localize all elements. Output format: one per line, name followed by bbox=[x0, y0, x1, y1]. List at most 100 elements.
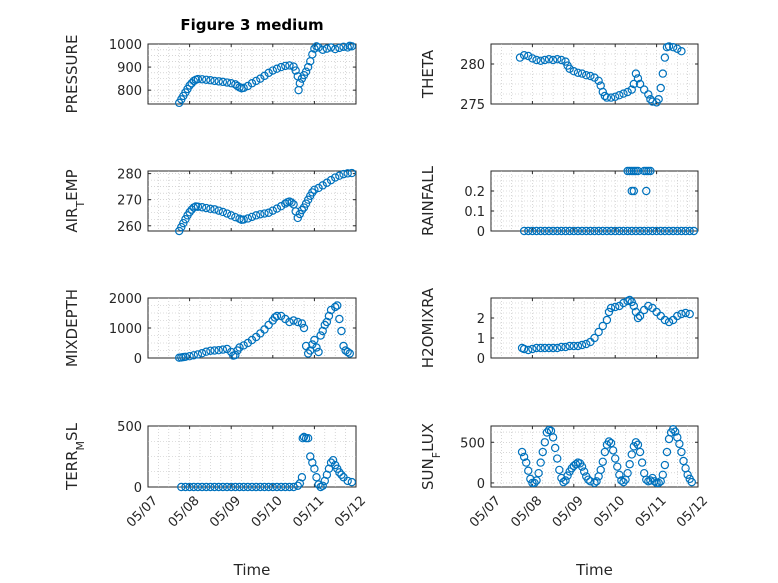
data-point bbox=[623, 226, 632, 236]
data-point bbox=[202, 347, 211, 356]
data-point bbox=[536, 343, 545, 353]
data-point bbox=[598, 226, 607, 236]
data-point bbox=[185, 208, 194, 217]
data-point bbox=[598, 87, 607, 97]
data-point bbox=[524, 51, 533, 61]
data-point bbox=[579, 467, 589, 476]
y-tick-label: 260 bbox=[117, 220, 142, 235]
data-point bbox=[664, 226, 674, 236]
y-tick-label: 280 bbox=[117, 168, 142, 183]
data-point bbox=[660, 53, 670, 62]
data-point bbox=[326, 43, 336, 52]
subplot-6: 0 1 2 H2OMIXRA bbox=[419, 287, 699, 368]
data-point bbox=[272, 204, 282, 213]
data-point bbox=[553, 55, 562, 64]
data-point bbox=[322, 178, 332, 187]
data-point bbox=[573, 68, 583, 78]
data-point bbox=[247, 79, 257, 88]
data-point bbox=[615, 470, 624, 479]
y-axis-label: MIXDEPTH bbox=[63, 289, 81, 367]
data-point bbox=[631, 438, 641, 447]
data-point bbox=[662, 447, 672, 457]
data-point bbox=[660, 460, 670, 470]
data-point bbox=[542, 428, 552, 437]
data-point bbox=[276, 62, 286, 72]
data-point bbox=[557, 55, 566, 65]
data-point bbox=[596, 465, 605, 475]
data-point bbox=[339, 341, 348, 351]
data-point bbox=[685, 226, 694, 236]
data-point bbox=[181, 482, 190, 492]
data-point bbox=[222, 482, 232, 492]
data-point bbox=[650, 477, 659, 486]
data-point bbox=[548, 55, 558, 65]
data-point bbox=[214, 77, 223, 86]
data-point bbox=[291, 66, 300, 75]
data-point bbox=[521, 458, 531, 467]
data-point bbox=[635, 79, 645, 89]
data-point bbox=[577, 340, 587, 350]
data-point bbox=[604, 307, 614, 317]
data-point bbox=[251, 76, 261, 86]
data-point bbox=[681, 226, 690, 236]
data-point bbox=[337, 470, 346, 479]
data-point bbox=[318, 326, 327, 336]
data-point bbox=[519, 51, 529, 60]
data-point bbox=[243, 482, 253, 492]
data-point bbox=[328, 455, 338, 465]
subplot-1: 800 900 1000 PRESSURE Figure 3 medium bbox=[63, 16, 357, 113]
data-point bbox=[326, 175, 336, 185]
data-point bbox=[573, 341, 583, 351]
data-point bbox=[318, 45, 327, 54]
data-point bbox=[675, 439, 684, 449]
y-axis-label: AIRTEMP bbox=[63, 169, 87, 232]
data-point bbox=[561, 57, 570, 66]
data-point bbox=[285, 61, 294, 70]
data-point bbox=[629, 442, 639, 451]
data-point bbox=[677, 47, 686, 56]
data-point bbox=[611, 92, 620, 102]
data-point bbox=[214, 206, 223, 215]
data-point bbox=[644, 301, 653, 311]
data-point bbox=[251, 211, 261, 220]
data-point bbox=[544, 343, 554, 353]
data-point bbox=[683, 470, 692, 479]
data-point bbox=[548, 226, 558, 236]
data-point bbox=[297, 205, 307, 215]
data-point bbox=[536, 56, 545, 66]
data-point bbox=[276, 482, 286, 492]
y-tick-label: 280 bbox=[460, 58, 485, 73]
data-point bbox=[627, 85, 636, 94]
data-point bbox=[524, 466, 533, 475]
data-point bbox=[561, 226, 570, 236]
data-point bbox=[331, 44, 340, 54]
data-point bbox=[197, 349, 207, 358]
data-point bbox=[289, 482, 298, 492]
data-point bbox=[594, 226, 603, 236]
data-point bbox=[627, 297, 636, 307]
data-point bbox=[235, 343, 244, 352]
y-tick-label: 0 bbox=[477, 352, 485, 367]
data-point bbox=[301, 67, 311, 76]
data-point bbox=[308, 50, 317, 59]
data-point bbox=[519, 344, 529, 354]
data-point bbox=[555, 465, 564, 475]
data-point bbox=[314, 480, 323, 489]
data-point bbox=[322, 317, 332, 327]
data-point bbox=[222, 78, 232, 87]
data-point bbox=[600, 91, 610, 101]
data-point bbox=[218, 207, 228, 217]
data-point bbox=[299, 432, 309, 442]
subplot-2: 275 280 THETA bbox=[419, 42, 699, 113]
data-point bbox=[611, 302, 620, 312]
data-point bbox=[193, 482, 203, 492]
data-point bbox=[519, 452, 529, 462]
data-point bbox=[617, 476, 626, 485]
data-point bbox=[623, 87, 632, 97]
data-point bbox=[627, 226, 636, 236]
data-point bbox=[293, 481, 302, 490]
data-point bbox=[633, 74, 643, 83]
data-point bbox=[339, 169, 348, 179]
data-point bbox=[524, 226, 533, 236]
data-point bbox=[210, 346, 219, 355]
